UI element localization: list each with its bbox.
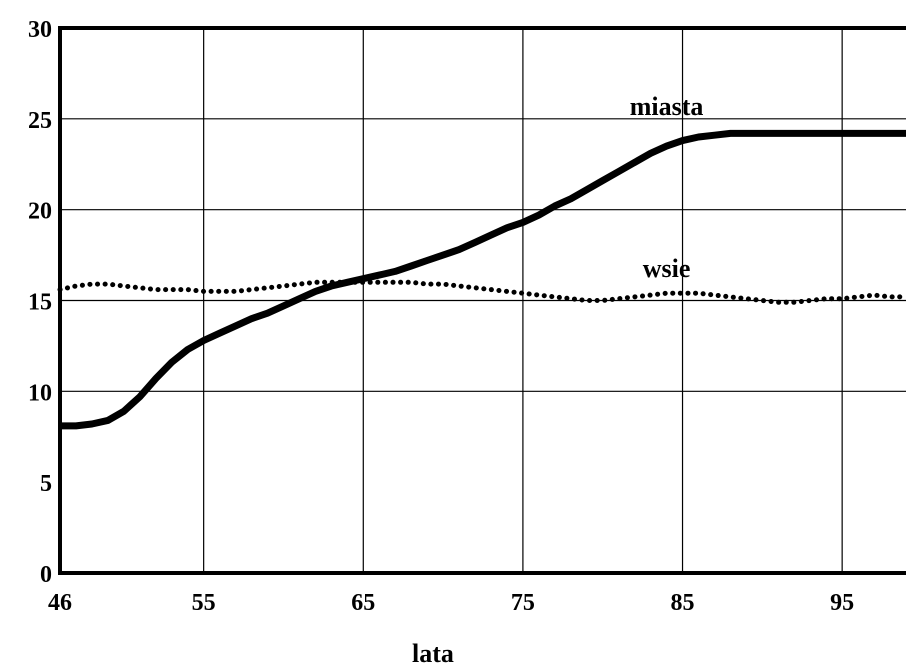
y-tick-label-10: 10: [28, 380, 52, 406]
gridlines: [60, 28, 906, 573]
y-tick-label-20: 20: [28, 199, 52, 225]
series-labels: miasta wsie: [630, 92, 704, 283]
series-label-miasta: miasta: [630, 92, 704, 121]
series-line-miasta: [60, 129, 906, 430]
x-tick-label-85: 85: [671, 590, 695, 616]
x-tick-label-65: 65: [351, 590, 375, 616]
x-tick-label-75: 75: [511, 590, 535, 616]
series-line-wsie: [57, 279, 906, 305]
y-tick-label-0: 0: [40, 562, 52, 588]
tick-labels: 0 5 10 15 20 25 30 46 55 65 75 85 95: [28, 17, 854, 616]
series-label-wsie: wsie: [643, 254, 691, 283]
axes: [58, 26, 906, 575]
y-tick-label-30: 30: [28, 17, 52, 43]
x-tick-label-95: 95: [830, 590, 854, 616]
x-axis-title: lata: [412, 639, 454, 664]
x-tick-label-55: 55: [192, 590, 216, 616]
y-tick-label-25: 25: [28, 108, 52, 134]
x-tick-label-46: 46: [48, 590, 72, 616]
series-lines: [57, 129, 906, 430]
y-tick-label-15: 15: [28, 290, 52, 316]
y-tick-label-5: 5: [40, 471, 52, 497]
